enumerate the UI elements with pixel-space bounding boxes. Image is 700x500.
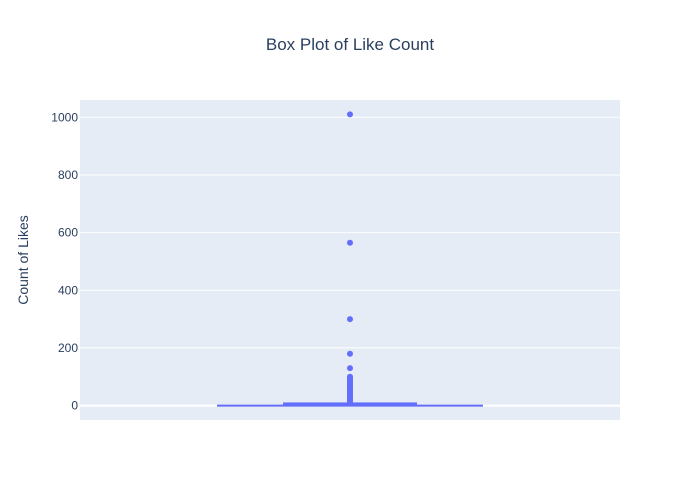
y-tick-label: 1000 [51, 110, 78, 124]
outlier-point [347, 399, 353, 406]
y-tick-label: 400 [58, 283, 78, 297]
outlier-point [347, 365, 353, 372]
y-tick-label: 800 [58, 168, 78, 182]
outlier-point [347, 316, 353, 323]
y-axis-ticks: 0 200 400 600 800 1000 [51, 110, 78, 412]
y-tick-label: 600 [58, 226, 78, 240]
y-tick-label: 200 [58, 341, 78, 355]
outlier-points [347, 111, 353, 406]
plot-area [80, 100, 620, 420]
outlier-point [347, 111, 353, 118]
chart-title: Box Plot of Like Count [266, 35, 434, 54]
outlier-point [347, 239, 353, 246]
y-tick-label: 0 [71, 399, 78, 413]
y-axis-label: Count of Likes [15, 215, 31, 305]
outlier-point [347, 350, 353, 357]
